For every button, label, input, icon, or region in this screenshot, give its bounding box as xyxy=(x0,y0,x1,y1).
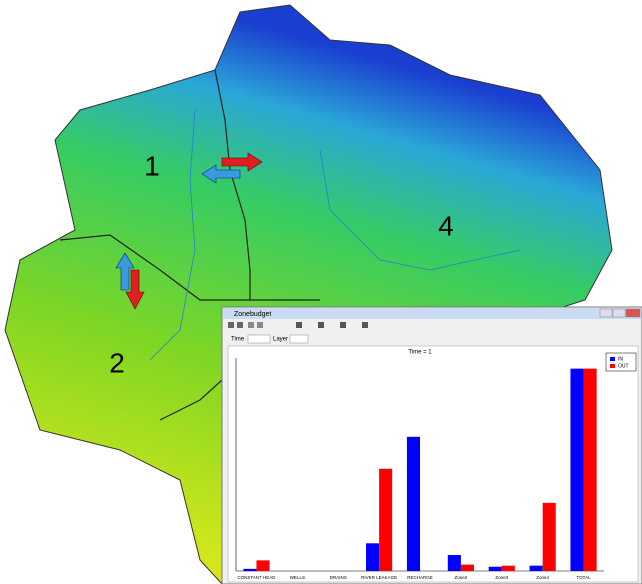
x-tick-label: Zone2 xyxy=(455,575,468,580)
x-tick-label: Zone4 xyxy=(536,575,549,580)
bar xyxy=(366,543,379,571)
time-label: Time xyxy=(231,337,245,343)
minimize-button[interactable] xyxy=(600,309,612,317)
maximize-button[interactable] xyxy=(613,309,625,317)
bar xyxy=(530,566,543,571)
tool-button[interactable] xyxy=(362,322,368,328)
tool-button[interactable] xyxy=(257,322,263,328)
legend-label: OUT xyxy=(618,363,629,369)
x-tick-label: WELLS xyxy=(290,575,305,580)
legend-swatch xyxy=(610,357,615,361)
bar xyxy=(407,437,420,571)
legend-label: IN xyxy=(618,356,623,362)
layer-input[interactable] xyxy=(290,335,308,343)
x-tick-label: RIVER LEAKAGE xyxy=(361,575,397,580)
bar xyxy=(489,567,502,571)
x-tick-label: TOTAL xyxy=(577,575,592,580)
x-tick-label: RECHARGE xyxy=(407,575,433,580)
bar xyxy=(543,503,556,571)
bar xyxy=(584,369,597,571)
time-input[interactable] xyxy=(248,335,270,343)
tool-button[interactable] xyxy=(237,322,243,328)
title-bar xyxy=(223,308,641,319)
x-tick-label: DRAINS xyxy=(330,575,347,580)
bar xyxy=(461,565,474,571)
close-button[interactable] xyxy=(626,309,640,317)
zone-label: 2 xyxy=(109,347,125,378)
bar xyxy=(243,569,256,571)
bar xyxy=(256,560,269,571)
tool-button[interactable] xyxy=(296,322,302,328)
bar xyxy=(502,566,515,571)
legend-swatch xyxy=(610,364,615,368)
x-tick-label: Zone3 xyxy=(495,575,508,580)
chart-title: Time = 1 xyxy=(408,350,432,356)
bar xyxy=(379,469,392,571)
bar xyxy=(570,369,583,571)
x-tick-label: CONSTANT HEAD xyxy=(237,575,276,580)
screen: 1 2 4 Zonebudget Time Layer Time = 1 CON… xyxy=(0,0,642,584)
window-title: Zonebudget xyxy=(234,311,271,318)
zone-label: 4 xyxy=(438,210,454,241)
zone-label: 1 xyxy=(144,150,160,181)
tool-button[interactable] xyxy=(248,322,254,328)
bar xyxy=(448,555,461,571)
tool-button[interactable] xyxy=(340,322,346,328)
tool-button[interactable] xyxy=(318,322,324,328)
layer-label: Layer xyxy=(273,337,288,343)
tool-button[interactable] xyxy=(228,322,234,328)
